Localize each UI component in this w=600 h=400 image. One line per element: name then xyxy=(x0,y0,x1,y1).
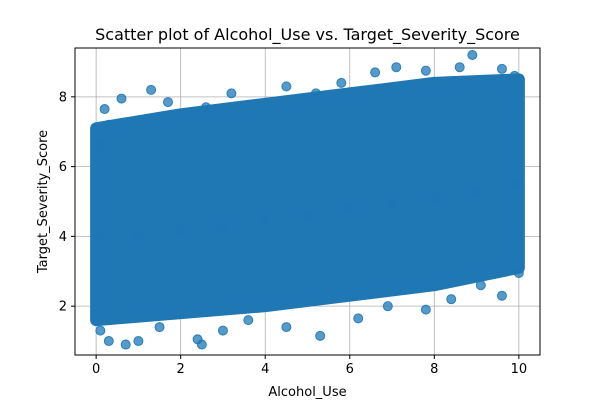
x-tick-label: 0 xyxy=(92,362,100,377)
scatter-point xyxy=(446,294,457,305)
scatter-point xyxy=(370,67,381,78)
scatter-point xyxy=(513,268,524,279)
y-tick-label: 8 xyxy=(59,90,67,105)
y-axis-ticks: 2 4 6 8 xyxy=(59,90,75,315)
scatter-point xyxy=(93,231,104,242)
scatter-point xyxy=(382,301,393,312)
scatter-point xyxy=(454,62,465,73)
scatter-point xyxy=(96,140,107,151)
scatter-point xyxy=(120,339,131,350)
scatter-point xyxy=(281,322,292,333)
scatter-point xyxy=(344,203,355,214)
y-tick-label: 4 xyxy=(59,230,67,245)
scatter-point xyxy=(175,224,186,235)
scatter-point xyxy=(243,315,254,326)
scatter-point xyxy=(387,196,398,207)
y-axis-label: Target_Severity_Score xyxy=(36,130,51,274)
scatter-point xyxy=(302,210,313,221)
scatter-point xyxy=(315,330,326,341)
dense-point-mass xyxy=(90,73,525,327)
x-tick-label: 6 xyxy=(346,362,354,377)
y-tick-label: 6 xyxy=(59,160,67,175)
scatter-point xyxy=(310,88,321,99)
scatter-point xyxy=(154,322,165,333)
scatter-point xyxy=(163,97,173,108)
scatter-point xyxy=(420,304,431,315)
scatter-point xyxy=(467,49,478,60)
chart-title: Scatter plot of Alcohol_Use vs. Target_S… xyxy=(95,25,520,45)
scatter-point xyxy=(336,77,347,88)
scatter-point xyxy=(95,325,106,336)
scatter-point xyxy=(133,336,144,347)
plot-frame xyxy=(74,47,541,356)
scatter-point xyxy=(429,193,440,204)
scatter-point xyxy=(496,63,507,74)
x-tick-label: 2 xyxy=(177,362,185,377)
scatter-point xyxy=(496,290,507,301)
scatter-point xyxy=(217,220,228,231)
scatter-point xyxy=(116,93,127,104)
scatter-point xyxy=(99,104,110,115)
scatter-point xyxy=(103,336,114,347)
scatter-point xyxy=(103,119,114,130)
scatter-point xyxy=(509,70,520,81)
scatter-point xyxy=(201,102,212,113)
scatter-point xyxy=(260,213,271,224)
x-axis-label: Alcohol_Use xyxy=(268,385,346,400)
scatter-point xyxy=(146,84,157,95)
scatter-point xyxy=(217,325,228,336)
x-tick-label: 8 xyxy=(430,362,438,377)
scatter-point xyxy=(475,280,486,291)
scatter-point xyxy=(420,65,431,76)
plot-area xyxy=(90,49,525,350)
x-tick-label: 10 xyxy=(511,362,528,377)
x-tick-label: 4 xyxy=(261,362,269,377)
point-cloud xyxy=(90,73,525,327)
y-tick-label: 2 xyxy=(59,300,67,315)
scatter-point xyxy=(391,62,402,73)
scatter-point xyxy=(281,81,292,92)
scatter-point xyxy=(226,88,237,99)
scatter-point xyxy=(133,231,144,242)
scatter-point xyxy=(513,179,524,190)
scatter-points xyxy=(93,49,524,350)
x-axis-ticks: 0 2 4 6 8 10 xyxy=(92,355,527,377)
scatter-point xyxy=(196,339,207,350)
scatter-point xyxy=(471,186,482,197)
scatter-point xyxy=(353,313,364,324)
